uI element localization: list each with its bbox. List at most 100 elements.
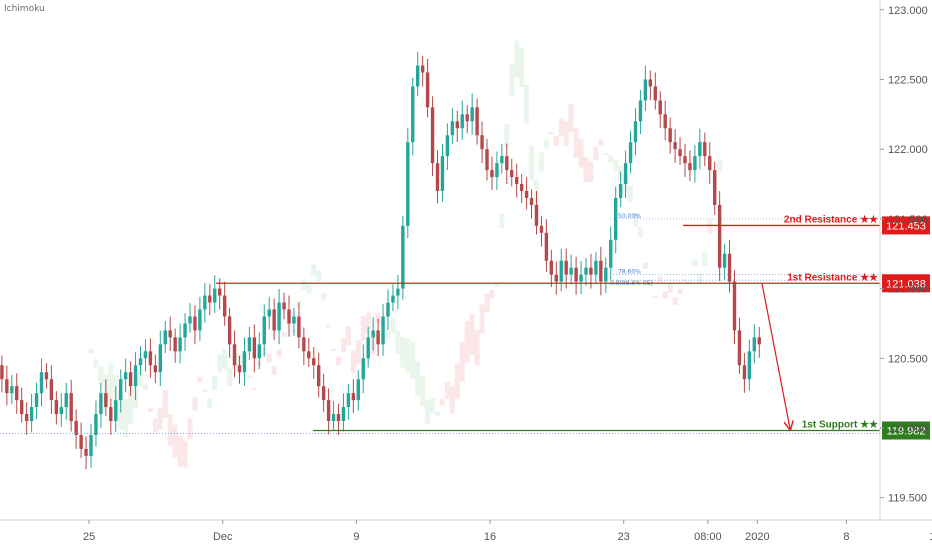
cloud-segment xyxy=(538,152,544,172)
candle-body xyxy=(717,204,722,268)
cloud-segment xyxy=(355,340,361,365)
candle-body xyxy=(722,253,727,268)
candle-body xyxy=(574,267,578,282)
level-price-badge xyxy=(882,216,930,235)
cloud-segment xyxy=(543,139,549,149)
cloud-segment xyxy=(672,297,678,306)
candle-body xyxy=(203,295,207,310)
cloud-segment xyxy=(177,435,183,467)
cloud-segment xyxy=(469,314,475,355)
price-tick-label: 120.500 xyxy=(888,353,928,365)
candle-body xyxy=(331,414,336,422)
candle-body xyxy=(544,232,549,261)
candle-body xyxy=(168,330,172,338)
candle-body xyxy=(539,225,544,233)
candle-body xyxy=(84,448,88,456)
candle-body xyxy=(569,267,573,275)
candle-body xyxy=(524,190,529,198)
candle-body xyxy=(485,149,489,171)
candle-body xyxy=(0,365,4,380)
candle-body xyxy=(609,239,613,268)
candle-body xyxy=(15,386,19,401)
cloud-segment xyxy=(692,259,698,267)
cloud-segment xyxy=(464,320,470,363)
candle-body xyxy=(460,114,464,129)
indicator-label: Ichimoku xyxy=(4,4,45,14)
candle-body xyxy=(232,344,237,366)
candle-body xyxy=(69,393,73,422)
candle-body xyxy=(267,309,271,317)
candle-body xyxy=(158,344,162,373)
cloud-segment xyxy=(633,212,638,227)
date-tick-label: 8 xyxy=(843,531,849,543)
candle-body xyxy=(510,170,514,178)
level-label: 1st Resistance ★★ xyxy=(787,272,878,283)
candle-body xyxy=(594,260,598,275)
cloud-segment xyxy=(662,291,668,299)
cloud-segment xyxy=(212,375,218,391)
candle-body xyxy=(188,316,192,324)
date-tick-label: 2020 xyxy=(745,531,769,543)
cloud-segment xyxy=(657,276,663,282)
candle-body xyxy=(727,253,732,282)
cloud-segment xyxy=(603,153,609,156)
cloud-segment xyxy=(608,155,614,163)
cloud-segment xyxy=(138,369,143,386)
date-tick-label: 13 xyxy=(929,531,932,543)
candle-body xyxy=(529,197,534,205)
candle-body xyxy=(693,156,697,171)
candle-body xyxy=(505,156,509,171)
candle-body xyxy=(564,260,568,275)
cloud-segment xyxy=(281,332,287,337)
candle-body xyxy=(579,274,583,282)
candle-body xyxy=(490,170,494,178)
candle-body xyxy=(747,351,752,380)
cloud-segment xyxy=(647,284,653,287)
price-tick-label: 123.000 xyxy=(888,5,928,17)
cloud-segment xyxy=(350,350,356,374)
candle-body xyxy=(114,400,118,422)
cloud-segment xyxy=(578,138,584,168)
candle-body xyxy=(79,434,83,449)
cloud-segment xyxy=(509,63,515,96)
candle-body xyxy=(742,365,747,380)
candle-body xyxy=(430,107,435,164)
candle-body xyxy=(425,72,430,108)
candle-body xyxy=(237,365,242,373)
candle-body xyxy=(74,421,78,435)
cloud-segment xyxy=(449,386,455,414)
candle-body xyxy=(109,407,113,422)
candle-body xyxy=(465,114,469,122)
candle-body xyxy=(5,379,9,394)
candle-body xyxy=(218,288,222,296)
candle-body xyxy=(287,309,291,324)
candle-body xyxy=(277,302,281,331)
candle-body xyxy=(480,135,484,150)
cloud-segment xyxy=(375,312,381,323)
cloud-segment xyxy=(405,338,411,374)
candle-body xyxy=(346,393,351,408)
cloud-segment xyxy=(98,366,104,385)
candle-body xyxy=(242,351,247,373)
candle-body xyxy=(663,114,667,129)
cloud-segment xyxy=(553,136,559,146)
candle-body xyxy=(455,121,459,129)
candle-body xyxy=(618,184,623,198)
cloud-segment xyxy=(479,304,485,334)
cloud-segment xyxy=(123,399,129,438)
cloud-segment xyxy=(88,349,94,354)
candle-body xyxy=(599,260,603,282)
candle-body xyxy=(317,365,321,387)
candle-body xyxy=(307,351,311,359)
candle-body xyxy=(94,414,98,435)
cloud-segment xyxy=(707,219,713,234)
cloud-segment xyxy=(454,363,460,399)
candle-body xyxy=(440,156,445,191)
cloud-segment xyxy=(321,292,327,301)
candle-body xyxy=(396,288,400,296)
cloud-segment xyxy=(628,186,634,203)
candle-body xyxy=(104,393,108,408)
cloud-segment xyxy=(717,158,723,172)
candle-body xyxy=(326,400,331,422)
